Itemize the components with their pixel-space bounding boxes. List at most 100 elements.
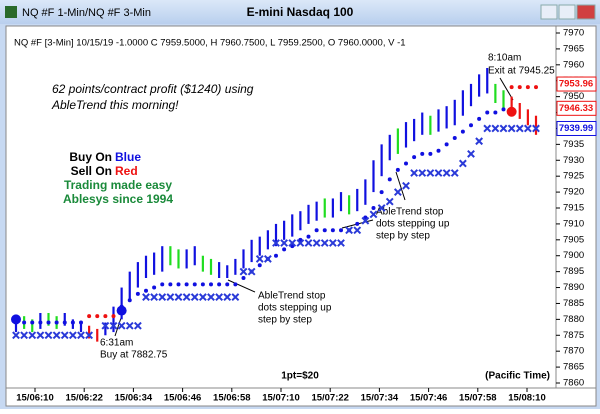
stop-cross — [523, 124, 532, 133]
price-marker — [556, 100, 597, 116]
stop-cross — [361, 216, 370, 225]
stop-dot — [452, 136, 457, 140]
stop-cross — [328, 239, 337, 247]
x-tick-label: 15/06:46 — [164, 393, 202, 404]
stop-dot — [517, 85, 522, 90]
stop-cross — [377, 204, 386, 212]
note: Ablesys since 1994 — [63, 192, 173, 206]
y-tick-label: 7935 — [563, 139, 584, 150]
stop-dot — [22, 320, 27, 325]
y-tick-label: 7920 — [563, 187, 584, 198]
signal-dot — [506, 106, 517, 117]
price-marker-label: 7953.96 — [559, 79, 593, 90]
stop-dot — [306, 234, 311, 239]
note: step by step — [258, 315, 312, 326]
stop-dot — [477, 116, 482, 121]
x-tick-label: 15/06:10 — [16, 393, 54, 404]
note: (Pacific Time) — [485, 371, 550, 382]
close-button[interactable] — [576, 4, 596, 20]
stop-cross — [337, 239, 345, 247]
stop-cross — [198, 293, 207, 301]
app-icon — [5, 6, 17, 18]
stop-dot — [62, 320, 67, 325]
stop-cross — [304, 239, 313, 247]
stop-cross — [288, 239, 297, 247]
stop-dot — [217, 282, 222, 287]
arrow — [499, 77, 514, 101]
stop-dot — [436, 148, 441, 153]
stop-dot — [111, 314, 116, 319]
stop-cross — [231, 293, 240, 301]
stop-dot — [509, 85, 514, 90]
stop-cross — [434, 169, 443, 177]
note: AbleTrend stop — [376, 207, 444, 218]
stop-dot — [87, 314, 92, 319]
stop-cross — [117, 321, 126, 330]
stop-cross — [182, 293, 191, 301]
y-tick-label: 7950 — [563, 91, 584, 102]
stop-cross — [369, 210, 378, 219]
stop-cross — [255, 255, 264, 263]
stop-dot — [444, 142, 449, 147]
stop-cross — [68, 331, 77, 340]
stop-cross — [85, 331, 94, 340]
stop-cross — [207, 293, 215, 301]
y-tick-label: 7895 — [563, 266, 584, 277]
stop-cross — [223, 293, 232, 301]
stop-dot — [152, 285, 157, 290]
price-marker-label: 7946.33 — [559, 103, 593, 114]
stop-dot — [46, 320, 51, 325]
note: 6:31am — [100, 338, 133, 349]
y-tick-label: 7860 — [563, 378, 584, 389]
price-marker-label: 7939.99 — [559, 123, 593, 134]
stop-dot — [371, 206, 376, 210]
stop-cross — [475, 137, 484, 146]
y-tick-label: 7900 — [563, 250, 584, 261]
stop-dot — [79, 320, 83, 325]
stop-cross — [142, 293, 150, 301]
y-tick-label: 7910 — [563, 218, 584, 229]
stop-cross — [467, 150, 475, 158]
title-bar — [0, 0, 600, 24]
stop-dot — [395, 167, 400, 172]
stop-dot — [168, 282, 173, 287]
x-tick-label: 15/07:58 — [459, 393, 497, 404]
stop-cross — [345, 226, 354, 235]
note: AbleTrend stop — [258, 291, 326, 302]
stop-dot — [160, 282, 165, 287]
maximize-button[interactable] — [558, 4, 576, 20]
stop-dot — [209, 282, 213, 287]
y-tick-label: 7880 — [563, 314, 584, 325]
stop-dot — [534, 85, 538, 90]
stop-cross — [125, 321, 134, 330]
stop-dot — [428, 151, 433, 156]
x-tick-label: 15/07:22 — [311, 393, 349, 404]
stop-dot — [314, 228, 319, 233]
stop-cross — [158, 293, 167, 301]
stop-dot — [355, 221, 360, 226]
arrow — [114, 317, 122, 337]
y-tick-label: 7870 — [563, 346, 584, 357]
signal-dot — [11, 314, 21, 325]
stop-cross — [532, 124, 540, 133]
stop-cross — [190, 293, 199, 301]
stop-dot — [274, 253, 278, 258]
stop-cross — [12, 331, 20, 340]
arrow — [395, 171, 406, 201]
minimize-button[interactable] — [540, 4, 558, 20]
x-tick-label: 15/06:58 — [213, 393, 251, 404]
signal-dot — [116, 305, 127, 316]
y-tick-label: 7930 — [563, 155, 584, 166]
stop-dot — [241, 276, 246, 280]
note: dots stepping up — [376, 219, 450, 230]
stop-dot — [525, 85, 530, 90]
price-marker — [556, 76, 597, 92]
stop-dot — [379, 190, 384, 195]
stop-cross — [239, 267, 248, 276]
stop-cross — [247, 267, 256, 276]
note: Blue — [115, 150, 141, 164]
stop-dot — [184, 282, 189, 287]
x-tick-label: 15/06:22 — [65, 393, 103, 404]
arrow — [227, 279, 256, 293]
